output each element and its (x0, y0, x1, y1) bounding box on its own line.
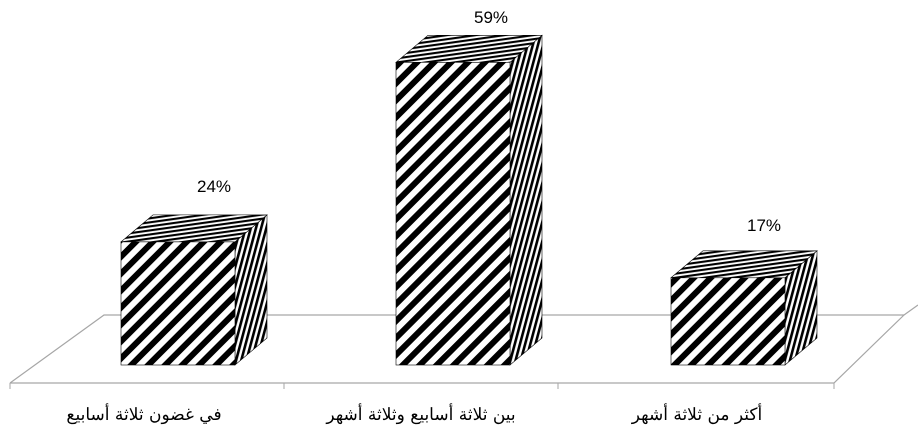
data-label: 24% (197, 177, 231, 196)
bar (395, 34, 543, 366)
data-label: 59% (474, 8, 508, 27)
bar-front-face (120, 241, 236, 366)
bar (120, 214, 268, 366)
bar-front-face (395, 62, 511, 366)
category-label: في غضون ثلاثة أسابيع (66, 403, 221, 425)
bar-side-face (509, 34, 543, 366)
bar-front-face (670, 277, 786, 366)
category-label: أكثر من ثلاثة أشهر (631, 403, 763, 425)
category-label: بين ثلاثة أسابيع وثلاثة أشهر (325, 403, 515, 425)
data-label: 17% (747, 216, 781, 235)
chart-floor (9, 304, 918, 389)
bar (670, 250, 818, 366)
